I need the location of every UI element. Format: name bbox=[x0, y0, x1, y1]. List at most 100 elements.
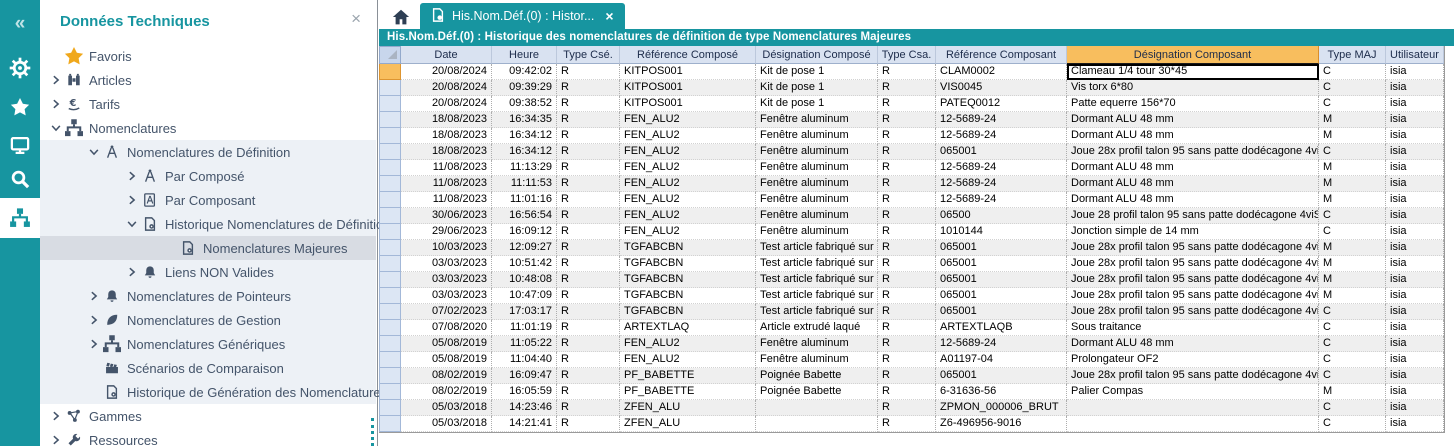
row-header[interactable] bbox=[379, 176, 401, 192]
cell-type_maj[interactable]: M bbox=[1319, 272, 1386, 288]
cell-heure[interactable]: 09:42:02 bbox=[492, 64, 557, 80]
cell-type_maj[interactable]: M bbox=[1319, 256, 1386, 272]
sidebar-item-nomenclatures[interactable]: Nomenclatures bbox=[40, 116, 376, 140]
row-header[interactable] bbox=[379, 416, 401, 432]
cell-heure[interactable]: 16:34:35 bbox=[492, 112, 557, 128]
cell-type_cse[interactable]: R bbox=[557, 64, 620, 80]
column-header-utilisateur[interactable]: Utilisateur bbox=[1386, 46, 1444, 64]
cell-ref_compose[interactable]: KITPOS001 bbox=[620, 96, 756, 112]
cell-date[interactable]: 11/08/2023 bbox=[401, 160, 492, 176]
cell-type_maj[interactable]: C bbox=[1319, 64, 1386, 80]
cell-heure[interactable]: 14:21:41 bbox=[492, 416, 557, 432]
cell-type_cse[interactable]: R bbox=[557, 320, 620, 336]
cell-type_maj[interactable]: C bbox=[1319, 352, 1386, 368]
cell-desig_compose[interactable]: Kit de pose 1 bbox=[756, 80, 878, 96]
cell-desig_composant[interactable]: Prolongateur OF2 bbox=[1067, 352, 1319, 368]
cell-desig_composant[interactable]: Joue 28x profil talon 95 sans patte dodé… bbox=[1067, 144, 1319, 160]
cell-desig_compose[interactable]: Fenêtre aluminum bbox=[756, 352, 878, 368]
sidebar-item-favoris[interactable]: Favoris bbox=[40, 44, 376, 68]
cell-type_csa[interactable]: R bbox=[878, 144, 936, 160]
cell-desig_compose[interactable]: Fenêtre aluminum bbox=[756, 208, 878, 224]
search-icon[interactable] bbox=[0, 161, 40, 197]
cell-type_maj[interactable]: M bbox=[1319, 240, 1386, 256]
cell-type_cse[interactable]: R bbox=[557, 416, 620, 432]
cell-type_csa[interactable]: R bbox=[878, 384, 936, 400]
cell-heure[interactable]: 10:47:09 bbox=[492, 288, 557, 304]
cell-desig_composant[interactable]: Joue 28x profil talon 95 sans patte dodé… bbox=[1067, 304, 1319, 320]
cell-ref_composant[interactable]: CLAM0002 bbox=[936, 64, 1067, 80]
cell-date[interactable]: 29/06/2023 bbox=[401, 224, 492, 240]
cell-ref_compose[interactable]: TGFABCBN bbox=[620, 240, 756, 256]
column-header-heure[interactable]: Heure bbox=[492, 46, 557, 64]
cell-desig_composant[interactable]: Joue 28x profil talon 95 sans patte dodé… bbox=[1067, 272, 1319, 288]
cell-heure[interactable]: 16:09:12 bbox=[492, 224, 557, 240]
row-header[interactable] bbox=[379, 240, 401, 256]
cell-ref_compose[interactable]: FEN_ALU2 bbox=[620, 176, 756, 192]
cell-desig_compose[interactable] bbox=[756, 400, 878, 416]
cell-type_csa[interactable]: R bbox=[878, 288, 936, 304]
cell-desig_composant[interactable]: Dormant ALU 48 mm bbox=[1067, 336, 1319, 352]
sidebar-item-nomenclatures-de-d-finition[interactable]: Nomenclatures de Définition bbox=[40, 140, 376, 164]
cell-desig_compose[interactable] bbox=[756, 416, 878, 432]
cell-desig_compose[interactable]: Article extrudé laqué bbox=[756, 320, 878, 336]
cell-heure[interactable]: 16:56:54 bbox=[492, 208, 557, 224]
cell-ref_compose[interactable]: TGFABCBN bbox=[620, 288, 756, 304]
cell-ref_compose[interactable]: FEN_ALU2 bbox=[620, 224, 756, 240]
cell-type_cse[interactable]: R bbox=[557, 352, 620, 368]
cell-type_cse[interactable]: R bbox=[557, 272, 620, 288]
cell-date[interactable]: 20/08/2024 bbox=[401, 80, 492, 96]
sidebar-item-liens-non-valides[interactable]: Liens NON Valides bbox=[40, 260, 376, 284]
favorites-star-icon[interactable] bbox=[0, 89, 40, 125]
row-header[interactable] bbox=[379, 288, 401, 304]
cell-desig_compose[interactable]: Fenêtre aluminum bbox=[756, 336, 878, 352]
column-header-ref_compose[interactable]: Référence Composé bbox=[620, 46, 756, 64]
cell-ref_compose[interactable]: TGFABCBN bbox=[620, 304, 756, 320]
cell-ref_composant[interactable]: 065001 bbox=[936, 272, 1067, 288]
cell-type_maj[interactable]: C bbox=[1319, 304, 1386, 320]
row-header[interactable] bbox=[379, 256, 401, 272]
column-header-desig_compose[interactable]: Désignation Composé bbox=[756, 46, 878, 64]
cell-ref_composant[interactable]: 065001 bbox=[936, 240, 1067, 256]
cell-desig_composant[interactable]: Joue 28 profil talon 95 sans patte dodéc… bbox=[1067, 208, 1319, 224]
cell-utilisateur[interactable]: isia bbox=[1386, 112, 1444, 128]
cell-ref_compose[interactable]: FEN_ALU2 bbox=[620, 352, 756, 368]
chevron-down-icon[interactable] bbox=[48, 121, 64, 135]
cell-date[interactable]: 05/03/2018 bbox=[401, 400, 492, 416]
cell-ref_compose[interactable]: FEN_ALU2 bbox=[620, 128, 756, 144]
cell-type_cse[interactable]: R bbox=[557, 128, 620, 144]
cell-ref_compose[interactable]: ZFEN_ALU bbox=[620, 416, 756, 432]
cell-type_cse[interactable]: R bbox=[557, 304, 620, 320]
cell-type_cse[interactable]: R bbox=[557, 224, 620, 240]
cell-utilisateur[interactable]: isia bbox=[1386, 144, 1444, 160]
row-header[interactable] bbox=[379, 336, 401, 352]
cell-heure[interactable]: 11:01:19 bbox=[492, 320, 557, 336]
cell-date[interactable]: 18/08/2023 bbox=[401, 112, 492, 128]
cell-utilisateur[interactable]: isia bbox=[1386, 208, 1444, 224]
cell-ref_composant[interactable]: 12-5689-24 bbox=[936, 112, 1067, 128]
cell-utilisateur[interactable]: isia bbox=[1386, 384, 1444, 400]
cell-desig_compose[interactable]: Test article fabriqué sur CBN bbox=[756, 288, 878, 304]
cell-heure[interactable]: 16:34:12 bbox=[492, 144, 557, 160]
row-header[interactable] bbox=[379, 320, 401, 336]
row-header[interactable] bbox=[379, 400, 401, 416]
cell-utilisateur[interactable]: isia bbox=[1386, 368, 1444, 384]
cell-ref_compose[interactable]: FEN_ALU2 bbox=[620, 336, 756, 352]
cell-date[interactable]: 11/08/2023 bbox=[401, 192, 492, 208]
chevron-right-icon[interactable] bbox=[86, 289, 102, 303]
cell-desig_compose[interactable]: Poignée Babette bbox=[756, 384, 878, 400]
cell-ref_composant[interactable]: ZPMON_000006_BRUT bbox=[936, 400, 1067, 416]
cell-date[interactable]: 05/03/2018 bbox=[401, 416, 492, 432]
chevron-down-icon[interactable] bbox=[86, 145, 102, 159]
cell-utilisateur[interactable]: isia bbox=[1386, 256, 1444, 272]
cell-ref_composant[interactable]: Z6-496956-9016 bbox=[936, 416, 1067, 432]
cell-ref_compose[interactable]: TGFABCBN bbox=[620, 256, 756, 272]
row-header[interactable] bbox=[379, 352, 401, 368]
cell-heure[interactable]: 11:04:40 bbox=[492, 352, 557, 368]
sidebar-item-ressources[interactable]: Ressources bbox=[40, 428, 376, 446]
cell-utilisateur[interactable]: isia bbox=[1386, 416, 1444, 432]
row-header[interactable] bbox=[379, 64, 401, 80]
cell-utilisateur[interactable]: isia bbox=[1386, 64, 1444, 80]
cell-type_csa[interactable]: R bbox=[878, 256, 936, 272]
sidebar-item-articles[interactable]: Articles bbox=[40, 68, 376, 92]
cell-type_maj[interactable]: C bbox=[1319, 144, 1386, 160]
